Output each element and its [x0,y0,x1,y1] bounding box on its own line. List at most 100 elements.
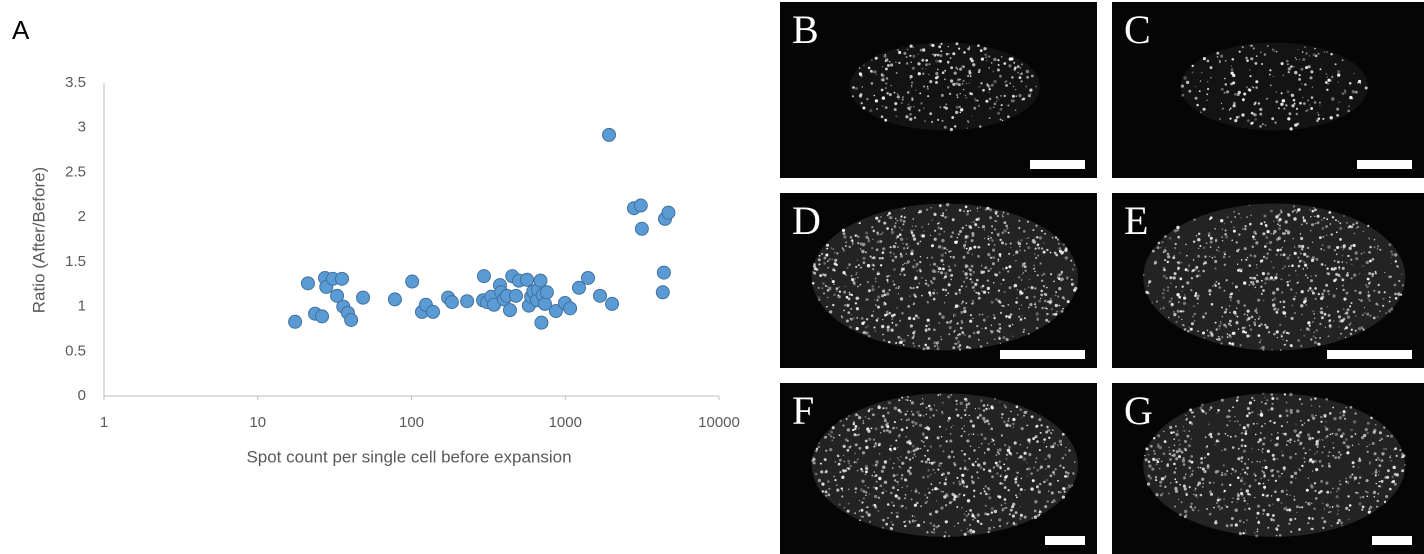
data-point [535,316,548,329]
speckle [1249,75,1251,77]
speckle [1331,97,1334,100]
speckle [1369,506,1372,509]
speckle [1014,441,1017,444]
speckle [1348,509,1350,511]
speckle [1173,438,1175,440]
speckle [1231,68,1234,71]
speckle [1028,333,1030,335]
speckle [930,522,932,524]
speckle [1315,444,1317,446]
speckle [1252,246,1255,249]
speckle [995,462,998,465]
speckle [1329,412,1332,415]
speckle [848,415,849,416]
speckle [988,236,989,237]
speckle [1047,465,1050,468]
speckle [1294,441,1296,443]
speckle [973,107,976,110]
speckle [970,445,972,447]
speckle [1331,76,1334,79]
speckle [1040,466,1043,469]
data-point [406,275,419,288]
speckle [1188,327,1190,329]
speckle [974,283,977,286]
speckle [1019,493,1020,494]
speckle [971,480,972,481]
speckle [1352,445,1353,446]
speckle [855,492,856,493]
speckle [881,74,884,77]
speckle [1296,59,1297,60]
speckle [1304,46,1306,48]
speckle [898,62,900,64]
speckle [1293,499,1295,501]
speckle [935,510,938,513]
speckle [1280,211,1282,213]
speckle [934,230,936,232]
speckle [1349,305,1351,307]
speckle [950,79,953,82]
speckle [1172,455,1173,456]
data-point [427,305,440,318]
speckle [961,320,963,322]
speckle [857,236,859,238]
speckle [919,210,922,213]
speckle [1229,256,1231,258]
speckle [900,505,903,508]
speckle [901,428,904,431]
speckle [1286,415,1288,417]
speckle [1179,513,1182,516]
speckle [1250,122,1253,125]
speckle [896,238,898,240]
speckle [901,268,904,271]
speckle [838,295,841,298]
speckle [1239,520,1242,523]
speckle [982,89,985,92]
speckle [1330,511,1332,513]
speckle [1229,312,1231,314]
speckle [992,256,995,259]
speckle [1363,329,1365,331]
speckle [888,430,891,433]
speckle [1183,76,1186,79]
speckle [1221,307,1223,309]
speckle [938,271,940,273]
speckle [1320,490,1323,493]
speckle [882,519,885,522]
speckle [876,481,878,483]
speckle [1197,497,1199,499]
speckle [845,470,847,472]
speckle [1010,453,1013,456]
speckle [940,259,943,262]
speckle [1184,294,1185,295]
speckle [945,504,947,506]
speckle [1027,221,1029,223]
speckle [1337,487,1340,490]
speckle [936,292,937,293]
speckle [1336,231,1338,233]
speckle [1006,213,1009,216]
speckle [986,83,988,85]
speckle [956,343,958,345]
speckle [1182,459,1185,462]
speckle [946,53,949,56]
speckle [910,252,913,255]
speckle [1189,486,1191,488]
speckle [1352,466,1354,468]
speckle [874,476,876,478]
speckle [1394,253,1397,256]
speckle [1283,469,1286,472]
speckle [1261,280,1263,282]
speckle [939,444,942,447]
speckle [1262,452,1263,453]
speckle [1233,311,1236,314]
speckle [1031,415,1034,418]
speckle [1345,326,1348,329]
speckle [1305,66,1308,69]
speckle [971,475,973,477]
speckle [1004,221,1007,224]
speckle [1228,410,1230,412]
speckle [1151,468,1154,471]
speckle [1241,444,1244,447]
speckle [1062,487,1064,489]
